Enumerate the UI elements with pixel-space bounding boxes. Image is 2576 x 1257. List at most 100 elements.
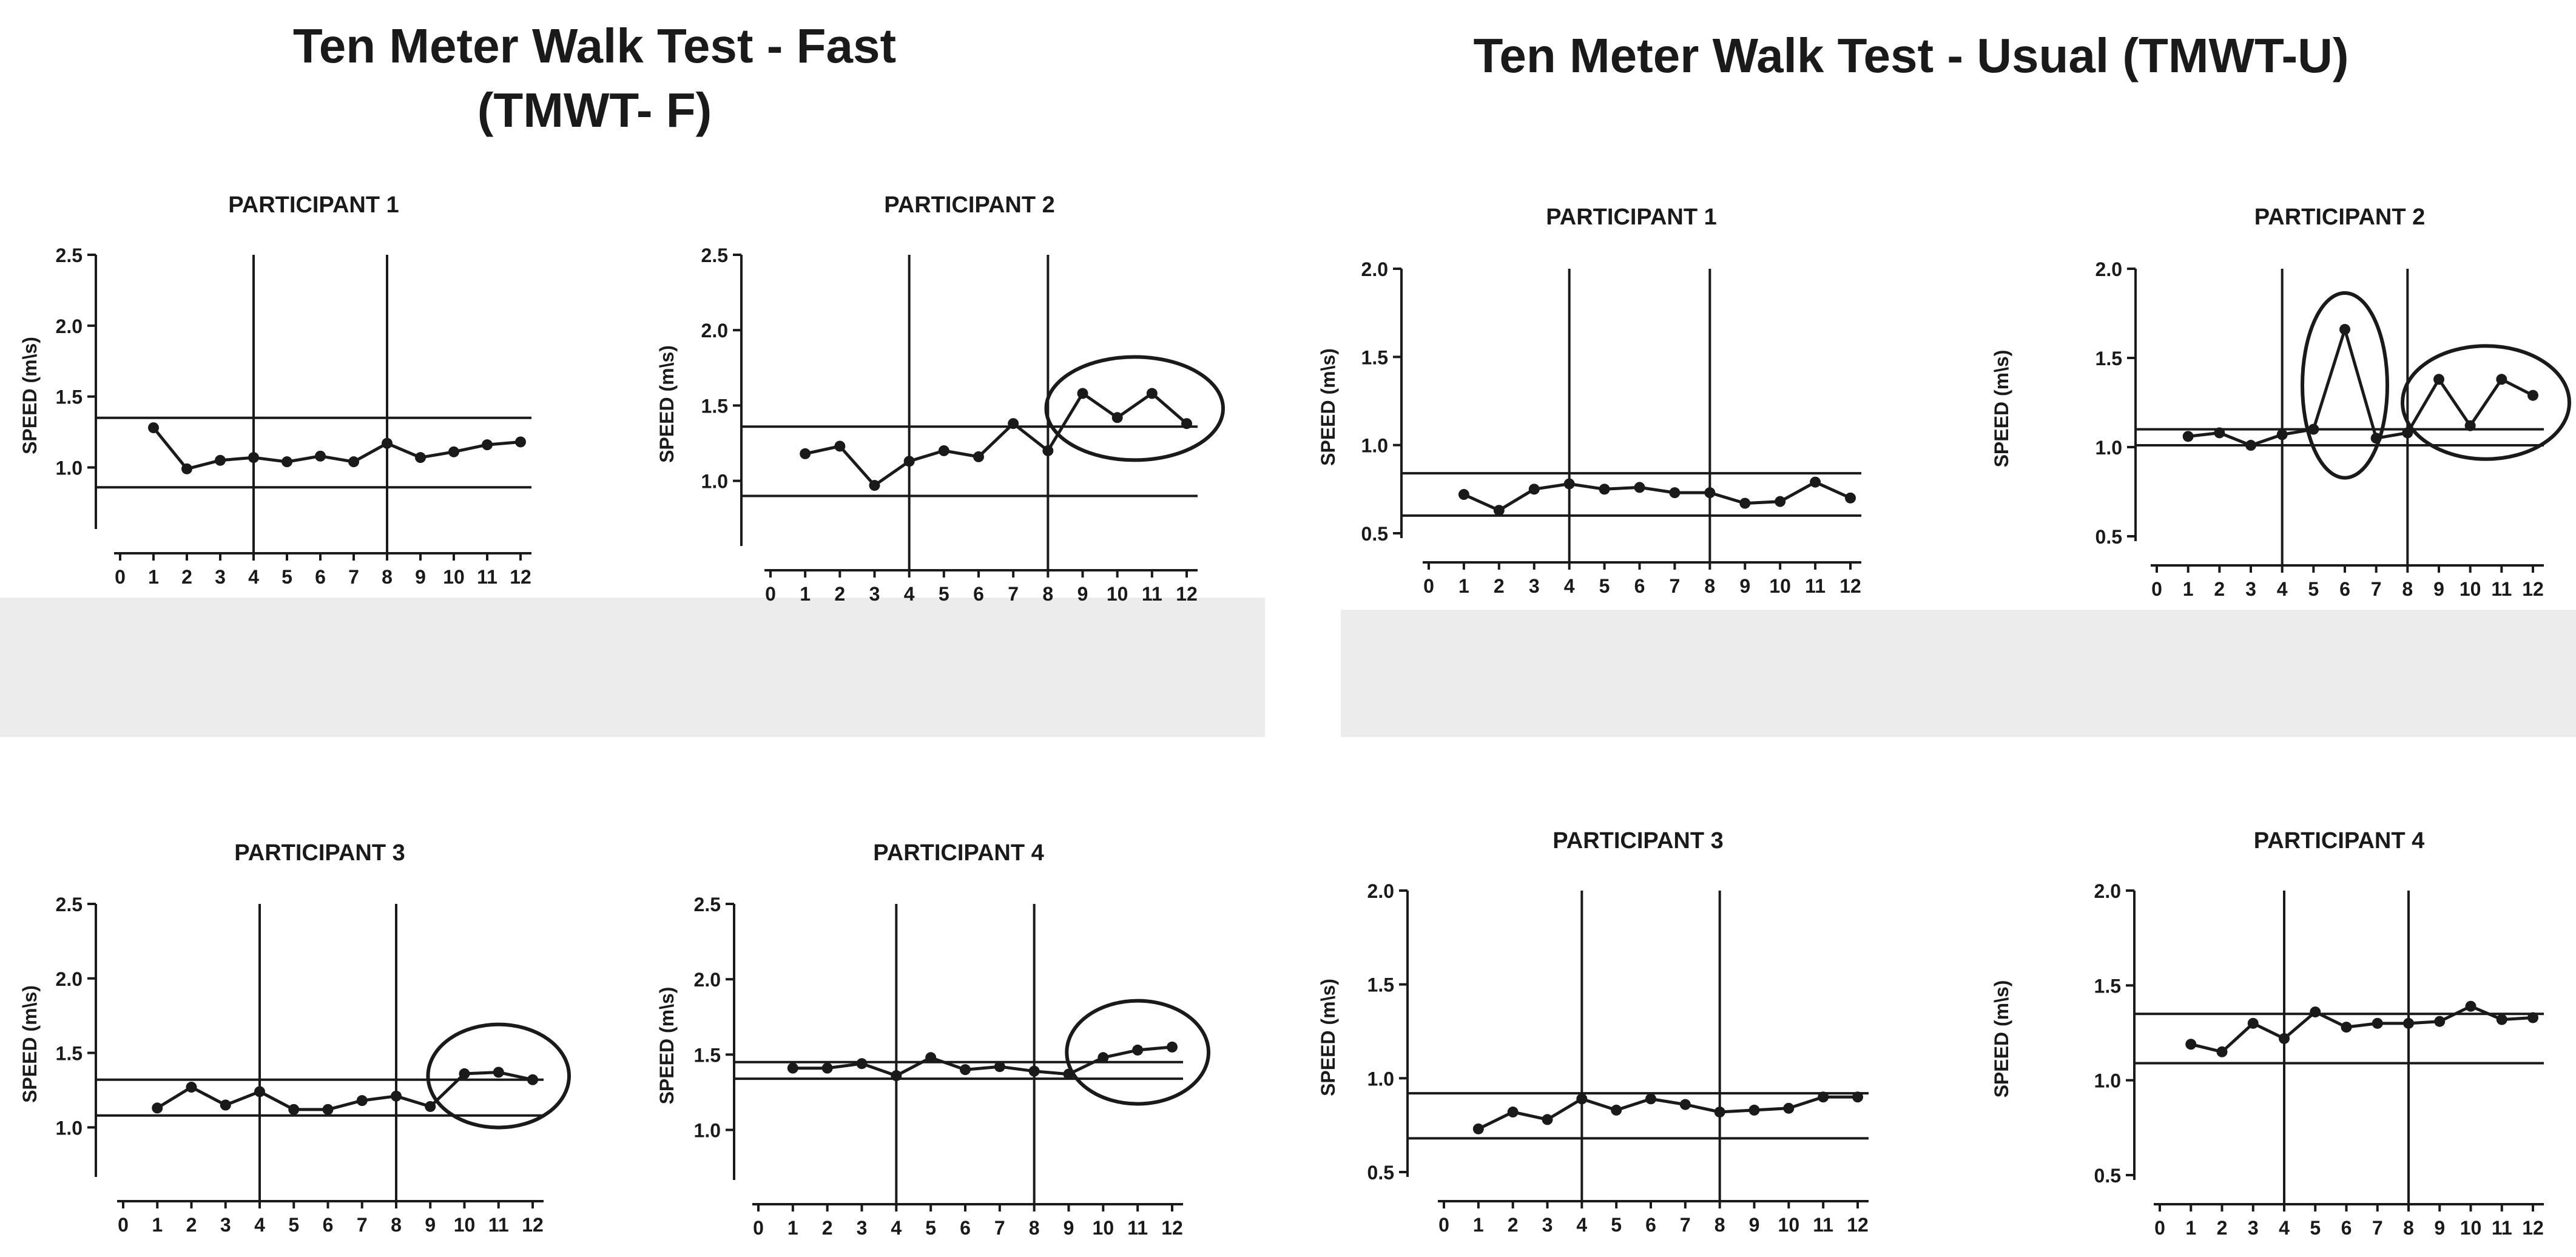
highlight-circle bbox=[2401, 344, 2571, 461]
usual-title: Ten Meter Walk Test - Usual (TMWT-U) bbox=[1473, 29, 2349, 83]
x-tick-label: 1 bbox=[1458, 575, 1469, 597]
x-tick-label: 3 bbox=[1542, 1214, 1553, 1236]
x-tick-label: 1 bbox=[1473, 1214, 1484, 1236]
data-point bbox=[1852, 1091, 1863, 1103]
data-point bbox=[2496, 1014, 2507, 1025]
x-tick-label: 12 bbox=[1839, 575, 1861, 597]
data-point bbox=[1775, 496, 1786, 507]
x-tick-label: 10 bbox=[1093, 1217, 1114, 1239]
data-point bbox=[2308, 423, 2319, 435]
data-point bbox=[527, 1074, 538, 1085]
data-point bbox=[1028, 1065, 1040, 1077]
x-tick-label: 8 bbox=[2403, 1217, 2414, 1239]
x-tick-label: 5 bbox=[1611, 1214, 1622, 1236]
chart-title: PARTICIPANT 4 bbox=[2254, 828, 2425, 854]
data-point bbox=[515, 436, 526, 448]
x-tick-label: 8 bbox=[382, 566, 393, 588]
x-tick-label: 0 bbox=[1423, 575, 1434, 597]
data-point bbox=[356, 1095, 368, 1107]
y-tick-label: 2.0 bbox=[56, 315, 83, 337]
y-tick-label: 2.5 bbox=[56, 894, 83, 915]
y-tick-label: 0.5 bbox=[1367, 1162, 1394, 1184]
x-tick-label: 1 bbox=[148, 566, 159, 588]
data-point bbox=[482, 439, 493, 451]
x-tick-label: 3 bbox=[2248, 1217, 2259, 1239]
x-tick-label: 0 bbox=[765, 583, 776, 605]
data-point bbox=[315, 450, 326, 462]
y-axis-label: SPEED (m\s) bbox=[1991, 350, 2012, 468]
data-point bbox=[1542, 1114, 1553, 1125]
x-tick-label: 9 bbox=[1077, 583, 1088, 605]
data-point bbox=[1458, 489, 1469, 500]
chart-title: PARTICIPANT 2 bbox=[884, 192, 1055, 218]
data-point bbox=[925, 1052, 937, 1063]
x-tick-label: 12 bbox=[2522, 1217, 2544, 1239]
x-tick-label: 7 bbox=[994, 1217, 1005, 1239]
x-tick-label: 9 bbox=[1739, 575, 1750, 597]
x-tick-label: 12 bbox=[1847, 1214, 1869, 1236]
y-tick-label: 2.0 bbox=[694, 969, 721, 991]
data-point bbox=[248, 452, 259, 463]
data-point bbox=[1704, 487, 1716, 499]
y-tick-label: 2.0 bbox=[56, 968, 83, 990]
y-tick-label: 1.0 bbox=[2094, 1070, 2121, 1092]
x-tick-label: 10 bbox=[1778, 1214, 1800, 1236]
y-tick-label: 2.0 bbox=[2094, 880, 2121, 902]
data-point bbox=[288, 1104, 300, 1115]
x-tick-label: 11 bbox=[1805, 575, 1826, 597]
x-tick-label: 1 bbox=[2185, 1217, 2196, 1239]
data-point bbox=[2276, 429, 2288, 440]
data-point bbox=[2182, 431, 2194, 442]
data-point bbox=[787, 1062, 798, 1074]
x-tick-label: 0 bbox=[1438, 1214, 1449, 1236]
x-tick-label: 7 bbox=[348, 566, 359, 588]
x-tick-label: 1 bbox=[152, 1214, 163, 1236]
data-point bbox=[1097, 1052, 1109, 1063]
data-point bbox=[2527, 1012, 2538, 1023]
data-point bbox=[1679, 1099, 1691, 1110]
data-series-line bbox=[1463, 480, 1852, 512]
x-tick-label: 9 bbox=[2433, 578, 2444, 600]
data-point bbox=[1714, 1107, 1725, 1118]
panel-shade bbox=[1341, 610, 2576, 737]
y-tick-label: 1.0 bbox=[2096, 437, 2122, 459]
data-series-line bbox=[2190, 1005, 2534, 1054]
x-tick-label: 9 bbox=[2434, 1217, 2445, 1239]
data-point bbox=[2310, 1006, 2321, 1018]
data-point bbox=[2214, 427, 2225, 439]
x-tick-label: 10 bbox=[1107, 583, 1128, 605]
x-tick-label: 12 bbox=[510, 566, 531, 588]
data-point bbox=[322, 1104, 334, 1115]
x-tick-label: 1 bbox=[800, 583, 811, 605]
x-tick-label: 12 bbox=[522, 1214, 544, 1236]
y-tick-label: 1.5 bbox=[701, 395, 728, 417]
x-tick-label: 5 bbox=[925, 1217, 936, 1239]
data-point bbox=[1645, 1093, 1656, 1105]
x-tick-label: 5 bbox=[939, 583, 949, 605]
y-tick-label: 0.5 bbox=[2094, 1165, 2121, 1187]
data-point bbox=[282, 456, 292, 468]
x-tick-label: 10 bbox=[2460, 1217, 2482, 1239]
data-series-line bbox=[152, 426, 521, 471]
data-point bbox=[1181, 418, 1192, 430]
data-point bbox=[1077, 388, 1088, 399]
y-tick-label: 1.0 bbox=[701, 471, 728, 493]
x-tick-label: 1 bbox=[2183, 578, 2194, 600]
data-point bbox=[994, 1061, 1005, 1073]
x-tick-label: 7 bbox=[2372, 1217, 2383, 1239]
x-tick-label: 8 bbox=[1704, 575, 1715, 597]
data-point bbox=[2245, 440, 2256, 451]
x-tick-label: 10 bbox=[2460, 578, 2481, 600]
y-tick-label: 1.5 bbox=[1361, 346, 1388, 368]
x-tick-label: 4 bbox=[2277, 578, 2288, 600]
data-point bbox=[1669, 487, 1681, 499]
y-axis-label: SPEED (m\s) bbox=[656, 345, 678, 463]
x-tick-label: 3 bbox=[2245, 578, 2256, 600]
x-tick-label: 8 bbox=[391, 1214, 402, 1236]
